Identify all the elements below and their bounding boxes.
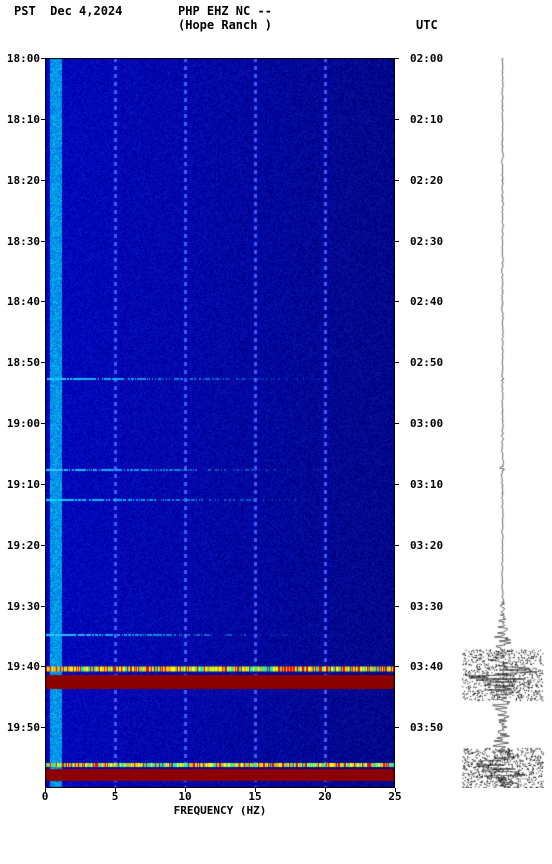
seismogram-plot [460, 58, 545, 788]
station-code: PHP EHZ NC -- [178, 4, 272, 18]
y-tick-left: 19:50 [7, 721, 40, 734]
page: PST Dec 4,2024 PHP EHZ NC -- (Hope Ranch… [0, 0, 552, 864]
y-tick-right: 03:50 [410, 721, 443, 734]
y-tick-right: 03:40 [410, 660, 443, 673]
utc-label: UTC [416, 18, 438, 32]
y-tick-left: 19:20 [7, 539, 40, 552]
y-tick-right: 02:40 [410, 295, 443, 308]
pst-label: PST Dec 4,2024 [14, 4, 122, 18]
y-tick-right: 02:50 [410, 356, 443, 369]
spectrogram-canvas [45, 58, 395, 788]
x-axis-ticks: 0510152025 [45, 790, 395, 804]
y-tick-right: 03:30 [410, 600, 443, 613]
x-axis-label: FREQUENCY (HZ) [45, 804, 395, 817]
y-tick-left: 19:30 [7, 600, 40, 613]
y-tick-right: 02:00 [410, 52, 443, 65]
y-tick-right: 02:10 [410, 113, 443, 126]
y-tick-right: 03:10 [410, 478, 443, 491]
y-tick-left: 18:20 [7, 174, 40, 187]
y-tick-left: 18:00 [7, 52, 40, 65]
seismogram-canvas [460, 58, 545, 788]
spectrogram-plot [45, 58, 395, 788]
y-tick-right: 02:20 [410, 174, 443, 187]
y-tick-left: 19:10 [7, 478, 40, 491]
y-tick-left: 19:00 [7, 417, 40, 430]
y-tick-right: 03:20 [410, 539, 443, 552]
y-tick-left: 19:40 [7, 660, 40, 673]
y-tick-right: 03:00 [410, 417, 443, 430]
station-name: (Hope Ranch ) [178, 18, 272, 32]
y-tick-left: 18:50 [7, 356, 40, 369]
y-tick-left: 18:30 [7, 235, 40, 248]
y-tick-right: 02:30 [410, 235, 443, 248]
y-tick-left: 18:40 [7, 295, 40, 308]
y-tick-left: 18:10 [7, 113, 40, 126]
